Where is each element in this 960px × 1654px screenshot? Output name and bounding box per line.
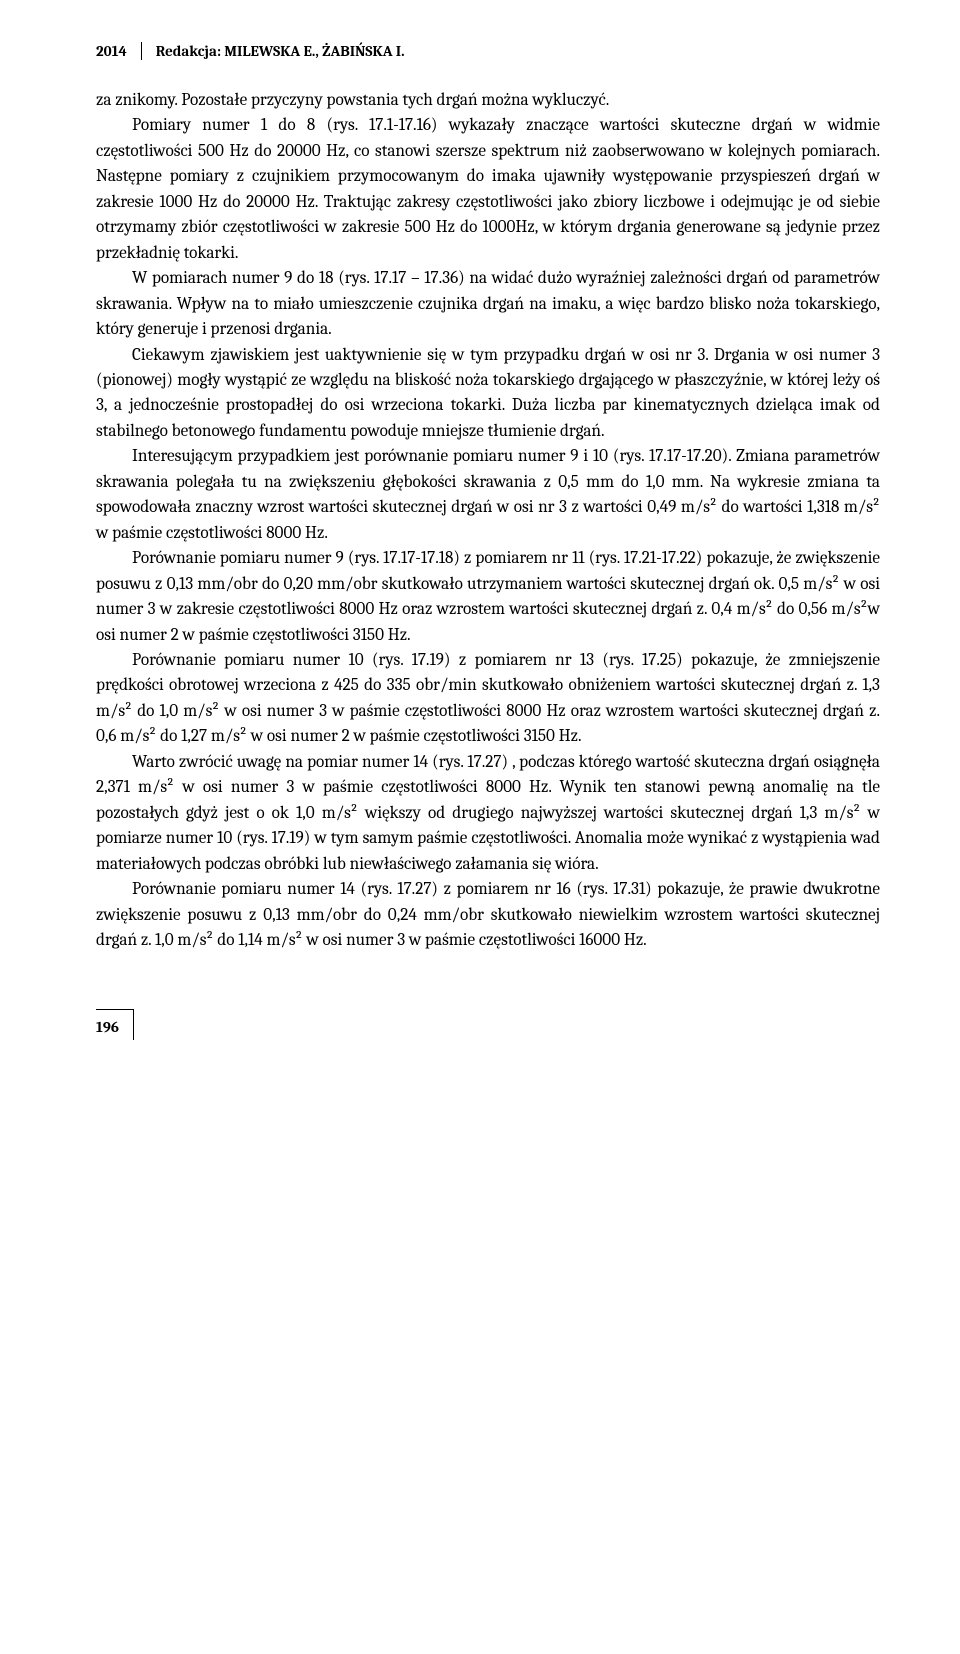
paragraph: W pomiarach numer 9 do 18 (rys. 17.17 – … [96, 266, 880, 342]
page-header: 2014 Redakcja: MILEWSKA E., ŻABIŃSKA I. [96, 42, 880, 60]
paragraph: Interesującym przypadkiem jest porównani… [96, 444, 880, 546]
paragraph: Warto zwrócić uwagę na pomiar numer 14 (… [96, 750, 880, 877]
paragraph: Porównanie pomiaru numer 14 (rys. 17.27)… [96, 877, 880, 953]
paragraph: za znikomy. Pozostałe przyczyny powstani… [96, 88, 880, 113]
paragraph: Ciekawym zjawiskiem jest uaktywnienie si… [96, 343, 880, 445]
body-text: za znikomy. Pozostałe przyczyny powstani… [96, 88, 880, 953]
header-editor: Redakcja: MILEWSKA E., ŻABIŃSKA I. [142, 42, 405, 60]
paragraph: Porównanie pomiaru numer 10 (rys. 17.19)… [96, 648, 880, 750]
page-footer: 196 [96, 1009, 880, 1040]
page-number: 196 [96, 1009, 134, 1040]
paragraph: Pomiary numer 1 do 8 (rys. 17.1-17.16) w… [96, 113, 880, 266]
header-year: 2014 [96, 42, 142, 60]
paragraph: Porównanie pomiaru numer 9 (rys. 17.17-1… [96, 546, 880, 648]
